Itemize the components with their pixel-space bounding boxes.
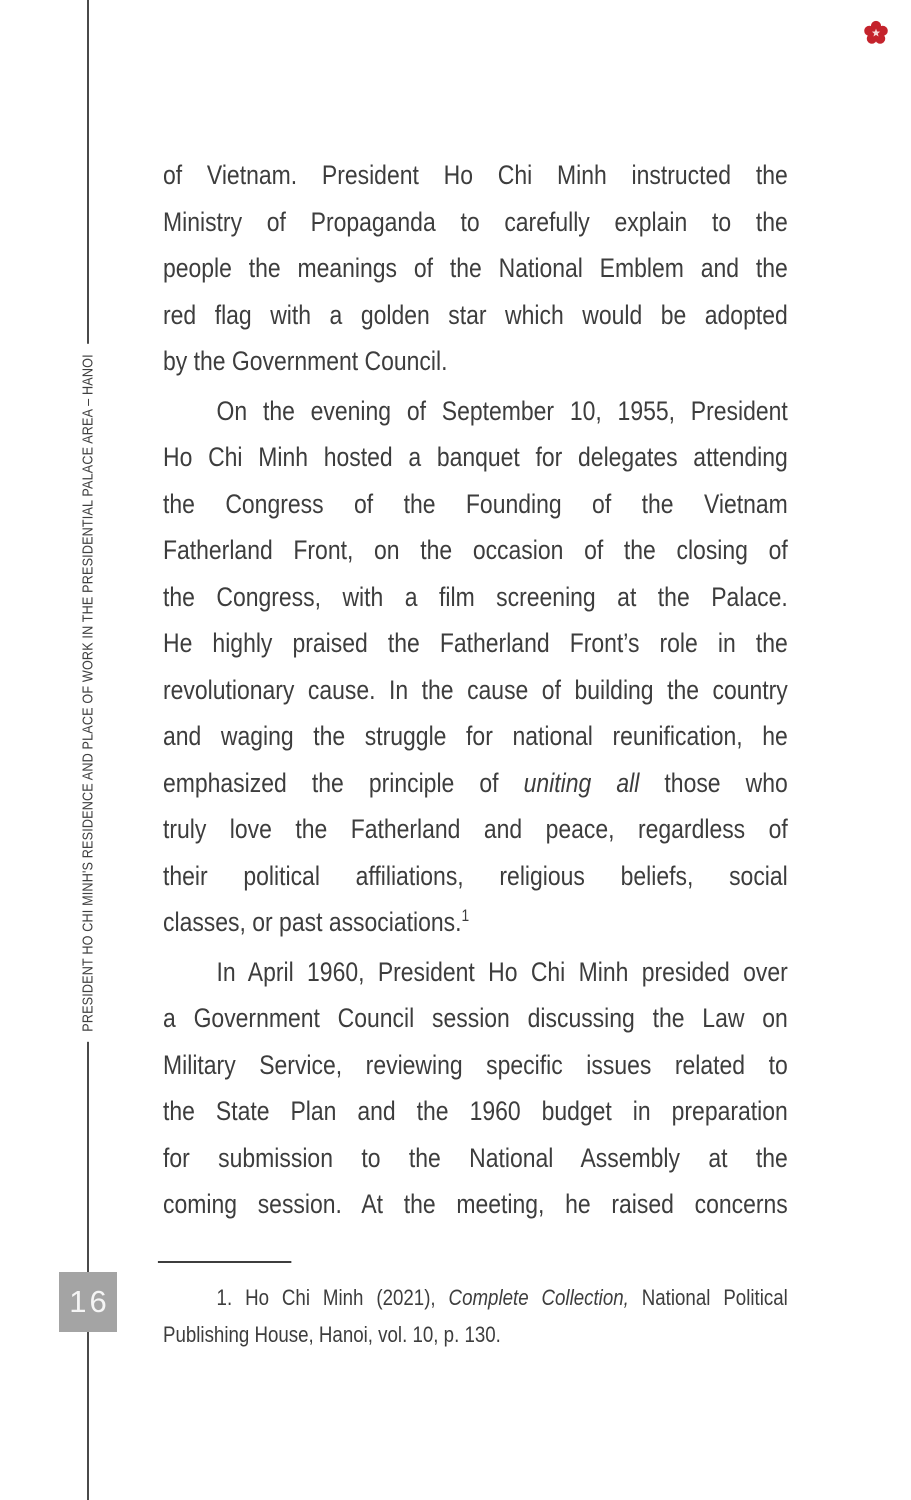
text-line: emphasized the principle of uniting all … xyxy=(163,760,788,807)
text-segment: of Vietnam. President Ho Chi Minh instru… xyxy=(163,160,788,190)
text-segment: those who xyxy=(639,767,788,798)
text-line: Ministry of Propaganda to carefully expl… xyxy=(163,199,788,246)
text-segment: National Political xyxy=(628,1284,788,1310)
text-segment: red flag with a golden star which would … xyxy=(163,299,788,330)
text-segment: Ministry of Propaganda to carefully expl… xyxy=(163,206,788,237)
footnote-text: 1. Ho Chi Minh (2021), Complete Collecti… xyxy=(163,1279,788,1353)
text-segment: classes, or past associations. xyxy=(163,907,462,937)
footnote-reference: 1 xyxy=(461,907,470,925)
text-segment: 1. Ho Chi Minh (2021), xyxy=(216,1284,449,1310)
text-segment: their political affiliations, religious … xyxy=(163,860,788,891)
text-line: On the evening of September 10, 1955, Pr… xyxy=(163,388,788,435)
text-line: truly love the Fatherland and peace, reg… xyxy=(163,806,788,853)
text-column: of Vietnam. President Ho Chi Minh instru… xyxy=(157,152,788,1353)
text-segment: for submission to the National Assembly … xyxy=(163,1142,788,1173)
page-number: 16 xyxy=(69,1284,110,1319)
text-line: 1. Ho Chi Minh (2021), Complete Collecti… xyxy=(163,1279,788,1316)
paragraph: In April 1960, President Ho Chi Minh pre… xyxy=(163,949,788,1228)
text-line: and waging the struggle for national reu… xyxy=(163,713,788,760)
text-segment: Publishing House, Hanoi, vol. 10, p. 130… xyxy=(163,1321,501,1347)
text-line: the Congress, with a film screening at t… xyxy=(163,574,788,621)
text-line: classes, or past associations.1 xyxy=(163,899,788,946)
text-line: He highly praised the Fatherland Front’s… xyxy=(163,620,788,667)
text-segment: the Congress of the Founding of the Viet… xyxy=(163,488,788,519)
text-line: of Vietnam. President Ho Chi Minh instru… xyxy=(163,152,788,199)
text-line: the State Plan and the 1960 budget in pr… xyxy=(163,1088,788,1135)
text-line: by the Government Council. xyxy=(163,338,788,385)
text-line: coming session. At the meeting, he raise… xyxy=(163,1181,788,1228)
blossom-star xyxy=(871,28,881,37)
red-blossom-icon xyxy=(864,20,888,44)
text-segment: a Government Council session discussing … xyxy=(163,1003,788,1033)
text-segment: uniting all xyxy=(523,767,640,798)
text-segment: coming session. At the meeting, he raise… xyxy=(163,1189,788,1219)
text-segment: Complete Collection, xyxy=(448,1284,629,1310)
text-line: In April 1960, President Ho Chi Minh pre… xyxy=(163,949,788,996)
text-segment: by the Government Council. xyxy=(163,346,448,376)
text-line: the Congress of the Founding of the Viet… xyxy=(163,481,788,528)
text-segment: He highly praised the Fatherland Front’s… xyxy=(163,628,788,658)
paragraph: On the evening of September 10, 1955, Pr… xyxy=(163,388,788,946)
footnote-block: 1. Ho Chi Minh (2021), Complete Collecti… xyxy=(157,1260,788,1353)
text-segment: and waging the struggle for national reu… xyxy=(163,721,788,751)
paragraph: of Vietnam. President Ho Chi Minh instru… xyxy=(163,152,788,385)
text-segment: Military Service, reviewing specific iss… xyxy=(163,1049,788,1080)
footnote-separator xyxy=(157,1260,292,1263)
body-text: of Vietnam. President Ho Chi Minh instru… xyxy=(163,152,788,1228)
text-line: Ho Chi Minh hosted a banquet for delegat… xyxy=(163,434,788,481)
text-segment: truly love the Fatherland and peace, reg… xyxy=(163,814,788,844)
text-line: revolutionary cause. In the cause of bui… xyxy=(163,667,788,714)
text-segment: emphasized the principle of xyxy=(163,767,524,798)
text-segment: Ho Chi Minh hosted a banquet for delegat… xyxy=(163,442,788,472)
text-segment: Fatherland Front, on the occasion of the… xyxy=(163,535,788,565)
text-line: a Government Council session discussing … xyxy=(163,995,788,1042)
text-line: red flag with a golden star which would … xyxy=(163,292,788,339)
text-segment: In April 1960, President Ho Chi Minh pre… xyxy=(216,956,788,987)
text-line: Fatherland Front, on the occasion of the… xyxy=(163,527,788,574)
text-segment: the Congress, with a film screening at t… xyxy=(163,581,788,612)
text-segment: revolutionary cause. In the cause of bui… xyxy=(163,674,788,705)
text-line: Publishing House, Hanoi, vol. 10, p. 130… xyxy=(163,1316,788,1353)
text-line: for submission to the National Assembly … xyxy=(163,1135,788,1182)
text-segment: the State Plan and the 1960 budget in pr… xyxy=(163,1096,788,1126)
sidebar-running-title: PRESIDENT HO CHI MINH'S RESIDENCE AND PL… xyxy=(74,278,102,1109)
text-segment: people the meanings of the National Embl… xyxy=(163,253,788,283)
sidebar-running-title-text: PRESIDENT HO CHI MINH'S RESIDENCE AND PL… xyxy=(74,344,102,1042)
page-number-box: 16 xyxy=(59,1272,117,1332)
text-line: people the meanings of the National Embl… xyxy=(163,245,788,292)
text-segment: On the evening of September 10, 1955, Pr… xyxy=(216,395,788,426)
text-line: their political affiliations, religious … xyxy=(163,853,788,900)
text-line: Military Service, reviewing specific iss… xyxy=(163,1042,788,1089)
